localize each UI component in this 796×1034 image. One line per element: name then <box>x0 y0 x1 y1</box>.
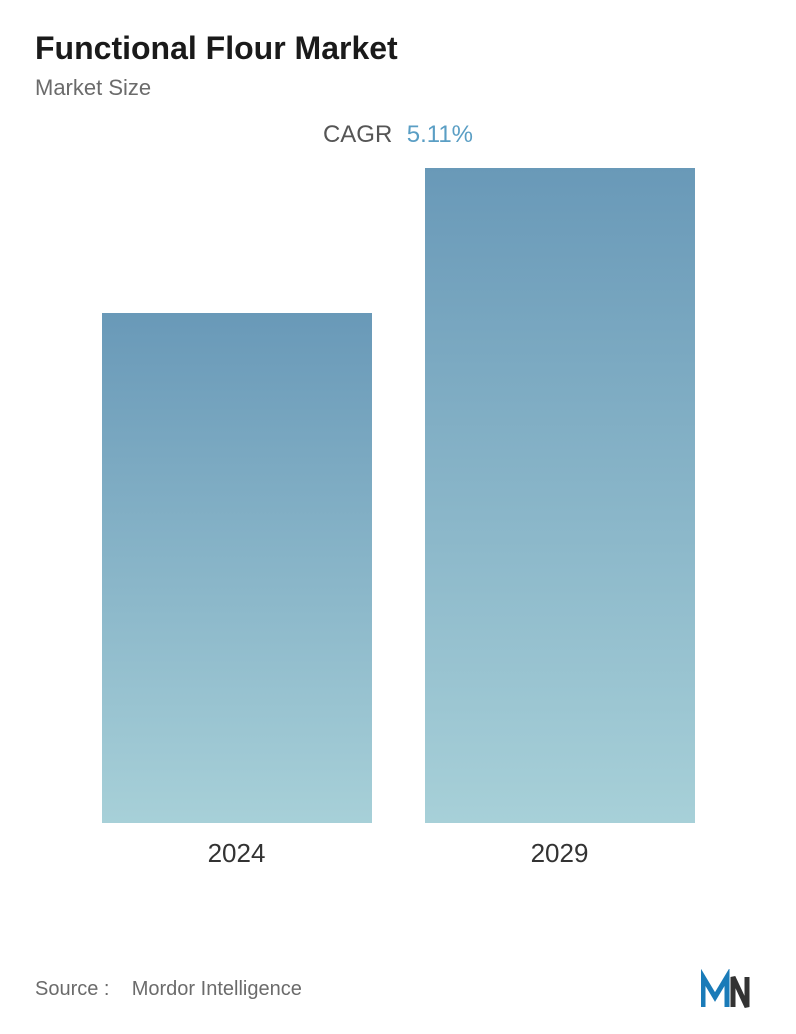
source-label: Source : <box>35 978 109 1000</box>
page-subtitle: Market Size <box>35 75 761 101</box>
bar-chart: 2024 2029 <box>35 189 761 869</box>
bar-2024 <box>102 313 372 823</box>
footer: Source : Mordor Intelligence <box>35 969 761 1009</box>
cagr-container: CAGR 5.11% <box>35 121 761 149</box>
bar-label: 2029 <box>531 838 589 869</box>
cagr-label: CAGR <box>323 121 392 148</box>
page-title: Functional Flour Market <box>35 30 761 67</box>
bar-group: 2029 <box>425 168 695 869</box>
logo-icon <box>701 969 761 1009</box>
bar-label: 2024 <box>208 838 266 869</box>
bar-group: 2024 <box>102 313 372 869</box>
source-name: Mordor Intelligence <box>132 978 302 1000</box>
cagr-value: 5.11% <box>407 121 473 148</box>
bar-2029 <box>425 168 695 823</box>
source-text: Source : Mordor Intelligence <box>35 978 302 1001</box>
